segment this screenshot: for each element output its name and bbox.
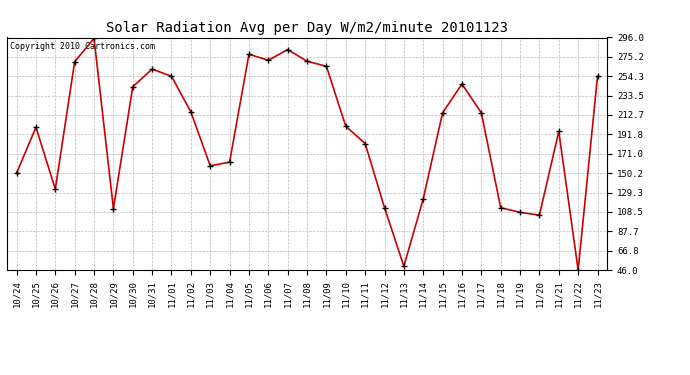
Title: Solar Radiation Avg per Day W/m2/minute 20101123: Solar Radiation Avg per Day W/m2/minute … [106, 21, 508, 35]
Text: Copyright 2010 Cartronics.com: Copyright 2010 Cartronics.com [10, 42, 155, 51]
